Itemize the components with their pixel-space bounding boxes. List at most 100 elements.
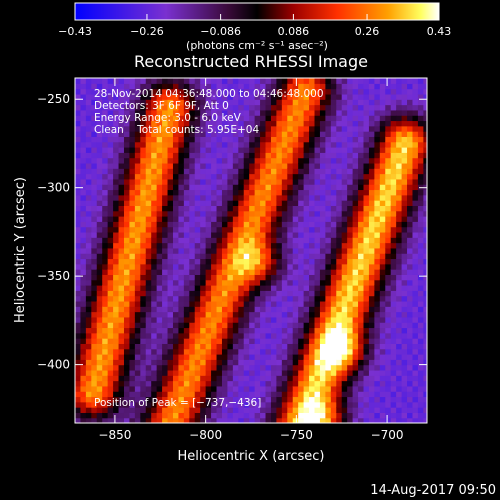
heatmap-cell [189, 173, 196, 180]
heatmap-cell [107, 125, 114, 132]
heatmap-cell [336, 237, 343, 244]
heatmap-cell [287, 364, 294, 371]
heatmap-cell [341, 115, 348, 122]
heatmap-cell [341, 237, 348, 244]
heatmap-cell [407, 385, 414, 392]
heatmap-cell [314, 237, 321, 244]
heatmap-cell [396, 359, 403, 366]
heatmap-cell [374, 369, 381, 376]
heatmap-cell [298, 258, 305, 265]
heatmap-cell [390, 162, 397, 169]
heatmap-cell [162, 343, 169, 350]
heatmap-cell [145, 338, 152, 344]
heatmap-cell [341, 295, 348, 302]
heatmap-cell [390, 396, 397, 403]
heatmap-cell [390, 385, 397, 392]
heatmap-cell [167, 412, 174, 419]
heatmap-cell [205, 369, 212, 376]
heatmap-cell [194, 152, 201, 159]
heatmap-cell [216, 391, 223, 398]
heatmap-cell [113, 380, 120, 387]
heatmap-cell [102, 290, 109, 297]
heatmap-cell [172, 343, 180, 350]
heatmap-cell [200, 125, 207, 132]
heatmap-cell [113, 200, 120, 206]
heatmap-cell [194, 391, 201, 398]
heatmap-cell [265, 290, 272, 297]
heatmap-cell [194, 306, 201, 313]
heatmap-cell [243, 168, 250, 175]
heatmap-cell [221, 316, 229, 323]
heatmap-cell [270, 136, 277, 143]
heatmap-cell [314, 210, 321, 217]
heatmap-cell [167, 322, 174, 329]
annotation-detectors: Detectors: 3F 6F 9F, Att 0 [94, 100, 229, 112]
heatmap-cell [200, 364, 207, 371]
heatmap-cell [292, 168, 299, 175]
heatmap-cell [336, 125, 343, 132]
heatmap-cell [401, 131, 408, 137]
heatmap-cell [75, 279, 82, 286]
heatmap-cell [96, 131, 103, 137]
heatmap-cell [330, 168, 337, 175]
heatmap-cell [336, 184, 343, 191]
heatmap-cell [309, 231, 316, 238]
heatmap-cell [232, 332, 239, 339]
heatmap-cell [96, 343, 103, 350]
heatmap-cell [319, 242, 326, 249]
heatmap-cell [162, 338, 169, 344]
heatmap-cell [118, 258, 125, 265]
heatmap-cell [238, 285, 245, 291]
heatmap-cell [347, 295, 354, 302]
heatmap-cell [325, 237, 332, 244]
heatmap-cell [287, 338, 294, 344]
heatmap-cell [363, 109, 370, 116]
heatmap-cell [363, 136, 370, 143]
heatmap-cell [303, 253, 310, 260]
heatmap-cell [396, 407, 403, 413]
heatmap-cell [151, 263, 158, 270]
heatmap-cell [151, 247, 158, 254]
heatmap-cell [423, 109, 427, 116]
heatmap-cell [249, 306, 256, 313]
heatmap-cell [330, 147, 337, 153]
heatmap-cell [390, 359, 397, 366]
heatmap-cell [129, 290, 136, 297]
heatmap-cell [352, 295, 359, 302]
heatmap-cell [352, 216, 359, 222]
heatmap-cell [249, 178, 256, 185]
heatmap-cell [314, 327, 321, 334]
heatmap-cell [249, 152, 256, 159]
heatmap-cell [314, 78, 321, 84]
heatmap-cell [401, 316, 408, 323]
heatmap-cell [134, 120, 141, 127]
heatmap-cell [151, 369, 158, 376]
heatmap-cell [85, 125, 92, 132]
heatmap-cell [134, 78, 141, 84]
heatmap-cell [216, 162, 223, 169]
heatmap-cell [194, 258, 201, 265]
heatmap-cell [379, 168, 386, 175]
heatmap-cell [102, 99, 109, 106]
heatmap-cell [91, 327, 98, 334]
heatmap-cell [249, 253, 256, 260]
heatmap-cell [189, 258, 196, 265]
heatmap-cell [156, 253, 163, 260]
heatmap-cell [194, 231, 201, 238]
heatmap-cell [303, 237, 310, 244]
heatmap-cell [423, 168, 427, 175]
heatmap-cell [276, 120, 283, 127]
heatmap-cell [249, 327, 256, 334]
heatmap-cell [417, 237, 424, 244]
heatmap-cell [102, 364, 109, 371]
heatmap-cell [407, 348, 414, 355]
heatmap-cell [314, 242, 321, 249]
heatmap-cell [254, 147, 261, 153]
heatmap-cell [75, 290, 82, 297]
heatmap-cell [319, 396, 326, 403]
heatmap-cell [358, 178, 365, 185]
heatmap-cell [227, 332, 234, 339]
heatmap-cell [319, 115, 326, 122]
heatmap-cell [314, 162, 321, 169]
heatmap-cell [417, 364, 424, 371]
